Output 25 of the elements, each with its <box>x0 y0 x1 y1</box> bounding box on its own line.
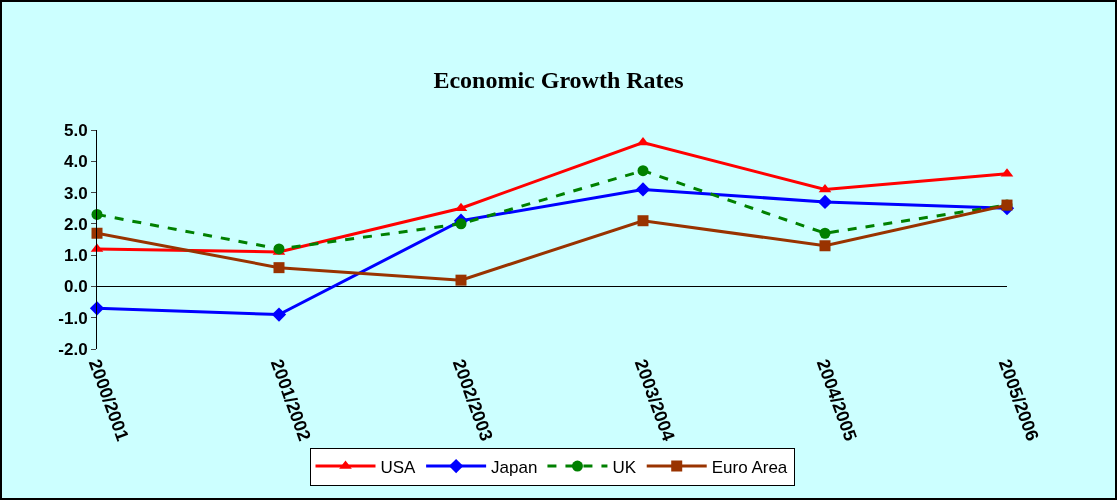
point <box>455 274 467 286</box>
y-tick-label: -2.0 <box>58 339 88 359</box>
y-tick-label: 0.0 <box>63 277 88 297</box>
legend-label: Euro Area <box>711 457 788 477</box>
point <box>455 218 467 230</box>
point <box>271 307 287 322</box>
y-tick-label: 3.0 <box>63 183 88 203</box>
point <box>817 194 833 210</box>
y-tick-label: 2.0 <box>63 214 88 234</box>
point <box>637 165 649 177</box>
y-tick-label: -1.0 <box>58 308 88 328</box>
point <box>819 240 831 252</box>
chart-title: Economic Growth Rates <box>433 67 684 94</box>
legend-label: UK <box>612 457 637 477</box>
point <box>91 227 103 239</box>
y-tick-label: 1.0 <box>63 246 88 266</box>
legend-label: USA <box>380 457 417 477</box>
point <box>819 227 831 239</box>
y-tick-label: 5.0 <box>63 120 88 140</box>
point <box>273 262 285 274</box>
point <box>818 183 832 193</box>
legend-label: Japan <box>491 457 538 477</box>
point <box>635 182 651 197</box>
point <box>637 215 649 227</box>
y-tick-label: 4.0 <box>63 152 88 172</box>
